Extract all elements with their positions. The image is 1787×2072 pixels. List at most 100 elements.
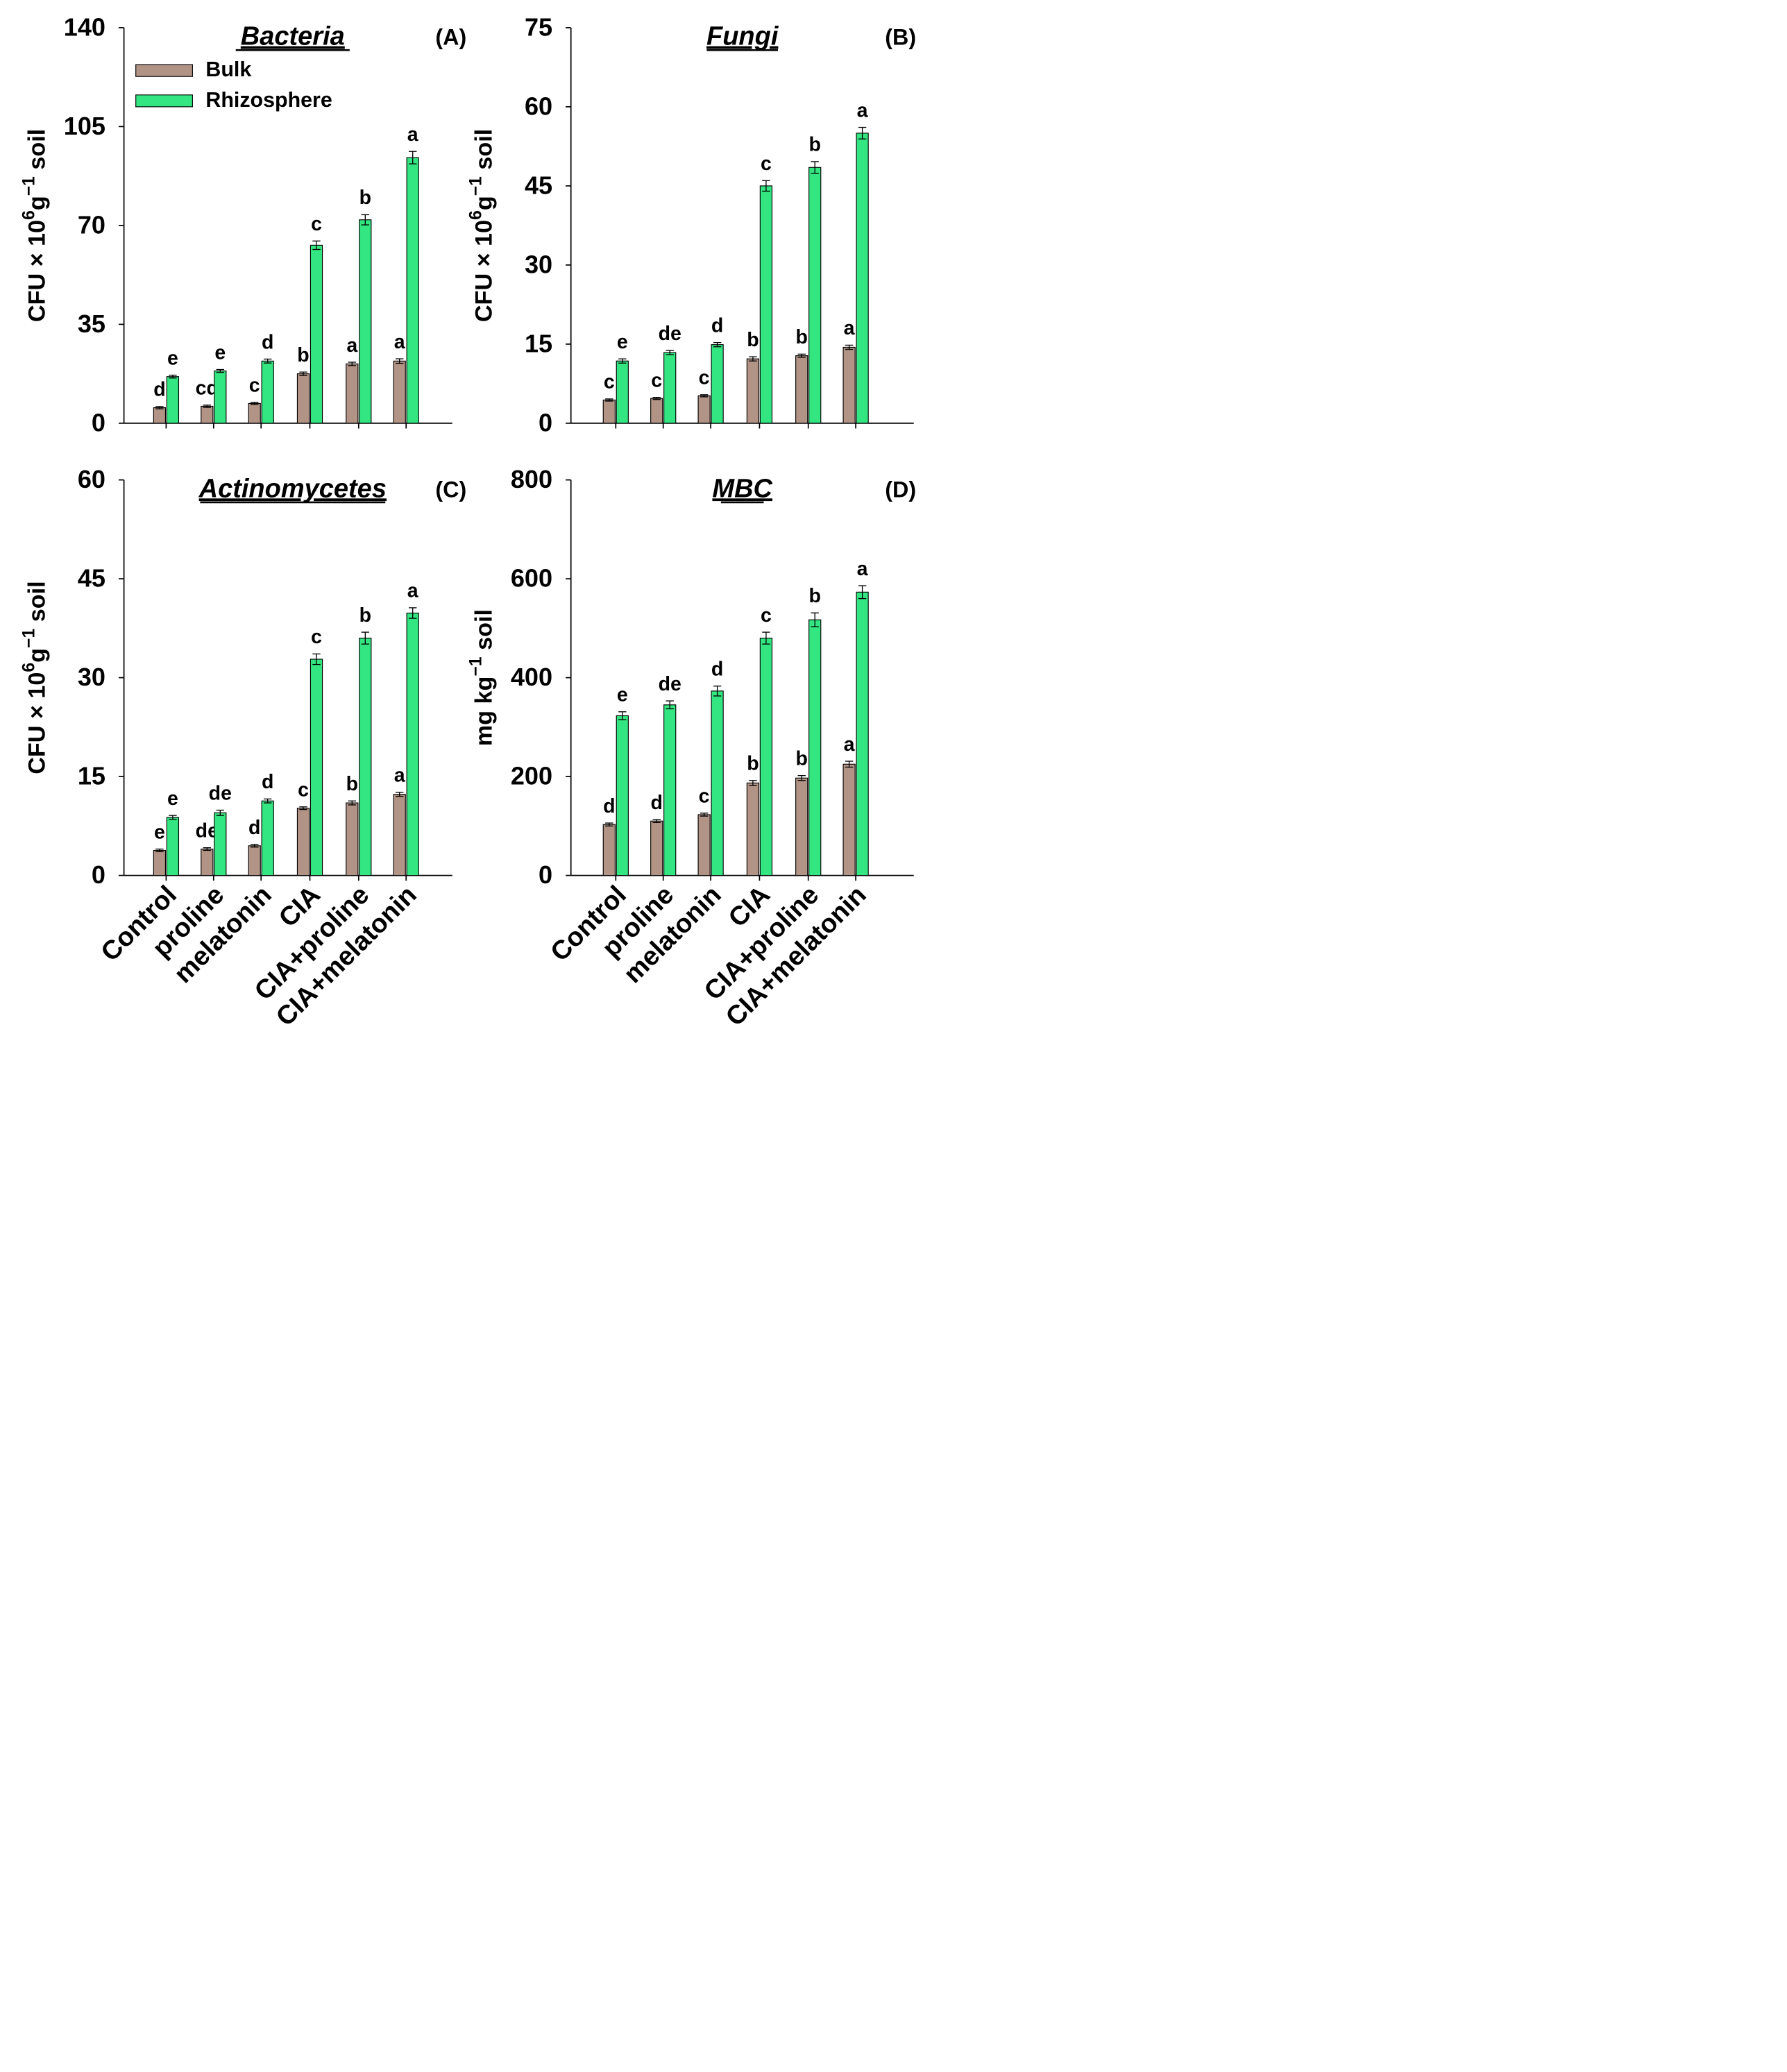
bar-rhizosphere-2 [261, 800, 274, 876]
bar-bulk-3 [746, 358, 760, 424]
significance-letter: b [747, 753, 759, 775]
y-tick-label: 800 [511, 465, 552, 493]
bar-bulk-5 [842, 763, 856, 876]
legend-label-rhizosphere: Rhizosphere [205, 88, 332, 112]
y-tick-label: 105 [64, 112, 105, 140]
significance-letter: a [346, 334, 358, 357]
significance-letter: e [617, 684, 628, 706]
y-tick-label: 60 [78, 465, 105, 493]
y-axis-label: CFU × 106g−1 soil [19, 129, 50, 322]
y-tick-label: 45 [525, 171, 552, 199]
significance-letter: d [711, 659, 723, 681]
y-tick-label: 140 [64, 12, 105, 41]
panel-title: Fungi [706, 22, 779, 51]
significance-letter: c [604, 371, 615, 393]
bar-bulk-2 [697, 814, 711, 876]
significance-letter: e [167, 788, 178, 810]
panel-letter: (D) [885, 477, 916, 502]
significance-letter: b [359, 187, 371, 209]
y-tick-label: 75 [525, 12, 552, 41]
bar-rhizosphere-2 [711, 690, 724, 876]
significance-letter: a [857, 99, 869, 121]
bar-rhizosphere-3 [759, 185, 773, 424]
legend-group: Bulk Rhizosphere [135, 58, 332, 112]
panel-d: 0 200 400 600 800 d d c b b a e de d c b a MBC (D) mg kg−1 … [467, 465, 917, 889]
panel-title: Actinomycetes [198, 474, 387, 503]
significance-letter: a [844, 317, 856, 339]
y-axis-label: mg kg−1 soil [467, 609, 498, 746]
bar-rhizosphere-1 [663, 352, 677, 424]
bar-rhizosphere-4 [808, 167, 822, 424]
bar-rhizosphere-5 [856, 133, 869, 424]
bar-rhizosphere-5 [406, 157, 419, 424]
legend: Bulk Rhizosphere [135, 58, 332, 112]
significance-letter: d [153, 379, 165, 401]
bar-rhizosphere-4 [808, 619, 822, 876]
significance-letter: a [407, 580, 419, 602]
bar-rhizosphere-4 [359, 638, 372, 876]
bar-bulk-1 [201, 405, 214, 424]
panel-letter: (B) [885, 25, 916, 50]
bar-rhizosphere-0 [616, 360, 629, 424]
bar-bulk-2 [248, 845, 261, 876]
significance-letter: de [209, 782, 232, 804]
significance-letter: d [603, 795, 615, 817]
bar-bulk-1 [650, 820, 663, 876]
y-tick-label: 15 [78, 762, 105, 790]
bar-bulk-4 [795, 355, 808, 424]
significance-letter: b [795, 326, 807, 348]
significance-letter: de [659, 323, 681, 345]
y-tick-label: 30 [78, 663, 105, 691]
bar-rhizosphere-1 [214, 371, 227, 424]
bar-rhizosphere-1 [214, 812, 227, 876]
panel-title: MBC [712, 474, 772, 503]
significance-letter: d [262, 771, 273, 793]
significance-letter: d [650, 792, 662, 814]
significance-letter: c [298, 779, 309, 801]
bar-rhizosphere-2 [711, 344, 724, 424]
y-tick-label: 200 [511, 762, 552, 790]
panel-letter: (C) [435, 477, 466, 502]
significance-letter: c [651, 369, 662, 391]
legend-swatch-rhizosphere [135, 94, 193, 108]
panel-b: 0 15 30 45 60 75 c c c b b a e de d c b a Fungi (B) CFU × 10… [467, 12, 917, 436]
significance-letter: c [699, 367, 710, 389]
y-tick-label: 0 [539, 860, 552, 889]
significance-letter: a [857, 558, 869, 580]
significance-letter: b [747, 329, 759, 351]
significance-letter: b [795, 747, 807, 770]
bar-bulk-4 [346, 802, 359, 876]
bar-bulk-1 [201, 849, 214, 876]
significance-letter: e [154, 821, 165, 843]
significance-letter: a [844, 733, 856, 756]
y-tick-label: 15 [525, 329, 552, 357]
significance-letter: c [311, 213, 322, 235]
bar-bulk-0 [153, 407, 167, 424]
y-tick-label: 0 [92, 860, 105, 889]
bar-rhizosphere-0 [166, 817, 180, 876]
y-tick-label: 70 [78, 210, 105, 239]
bar-rhizosphere-5 [856, 591, 869, 876]
significance-letter: c [761, 153, 772, 175]
y-tick-label: 0 [92, 408, 105, 436]
legend-label-bulk: Bulk [205, 58, 251, 81]
y-tick-label: 0 [539, 408, 552, 436]
significance-letter: b [808, 585, 820, 607]
bar-rhizosphere-2 [261, 360, 274, 424]
significance-letter: b [359, 604, 371, 627]
bar-bulk-5 [842, 346, 856, 424]
bar-bulk-3 [746, 782, 760, 876]
y-tick-label: 400 [511, 663, 552, 691]
significance-letter: b [297, 344, 309, 366]
significance-letter: c [249, 375, 260, 397]
panel-title: Bacteria [241, 22, 345, 51]
significance-letter: d [248, 817, 260, 839]
bar-bulk-0 [153, 849, 167, 876]
y-tick-label: 60 [525, 92, 552, 120]
bar-bulk-0 [602, 399, 616, 424]
bar-rhizosphere-3 [310, 659, 323, 876]
significance-letter: b [808, 134, 820, 156]
